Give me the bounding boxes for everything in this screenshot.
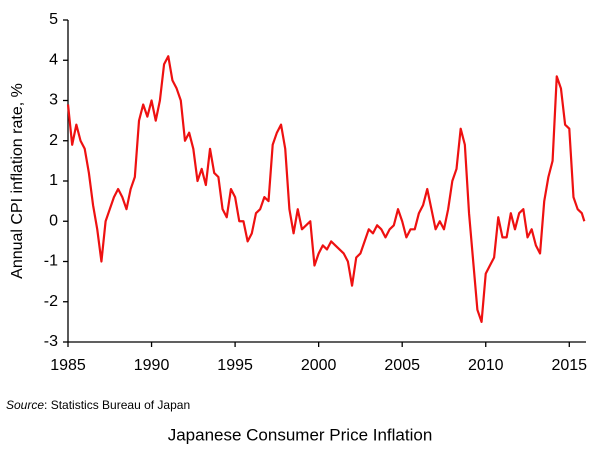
y-tick-label: -1 — [44, 253, 58, 270]
y-tick-label: -3 — [44, 333, 58, 350]
x-tick-label: 1985 — [50, 357, 86, 374]
source-text: : Statistics Bureau of Japan — [44, 398, 190, 412]
x-tick-label: 2015 — [551, 357, 587, 374]
source: Source: Statistics Bureau of Japan — [6, 398, 190, 412]
y-tick-label: 2 — [49, 132, 58, 149]
y-tick-label: 4 — [49, 51, 58, 68]
x-tick-label: 2000 — [301, 357, 337, 374]
y-axis-label: Annual CPI inflation rate, % — [9, 83, 26, 279]
x-tick-label: 2010 — [468, 357, 504, 374]
chart-title: Japanese Consumer Price Inflation — [168, 425, 433, 444]
y-tick-label: 5 — [49, 11, 58, 28]
x-tick-label: 1995 — [217, 357, 253, 374]
y-tick-label: 3 — [49, 92, 58, 109]
source-label: Source — [6, 398, 44, 412]
x-tick-label: 2005 — [384, 357, 420, 374]
y-tick-label: 1 — [49, 172, 58, 189]
series-line — [66, 55, 586, 323]
x-tick-label: 1990 — [134, 357, 170, 374]
y-tick-label: 0 — [49, 212, 58, 229]
y-tick-label: -2 — [44, 293, 58, 310]
